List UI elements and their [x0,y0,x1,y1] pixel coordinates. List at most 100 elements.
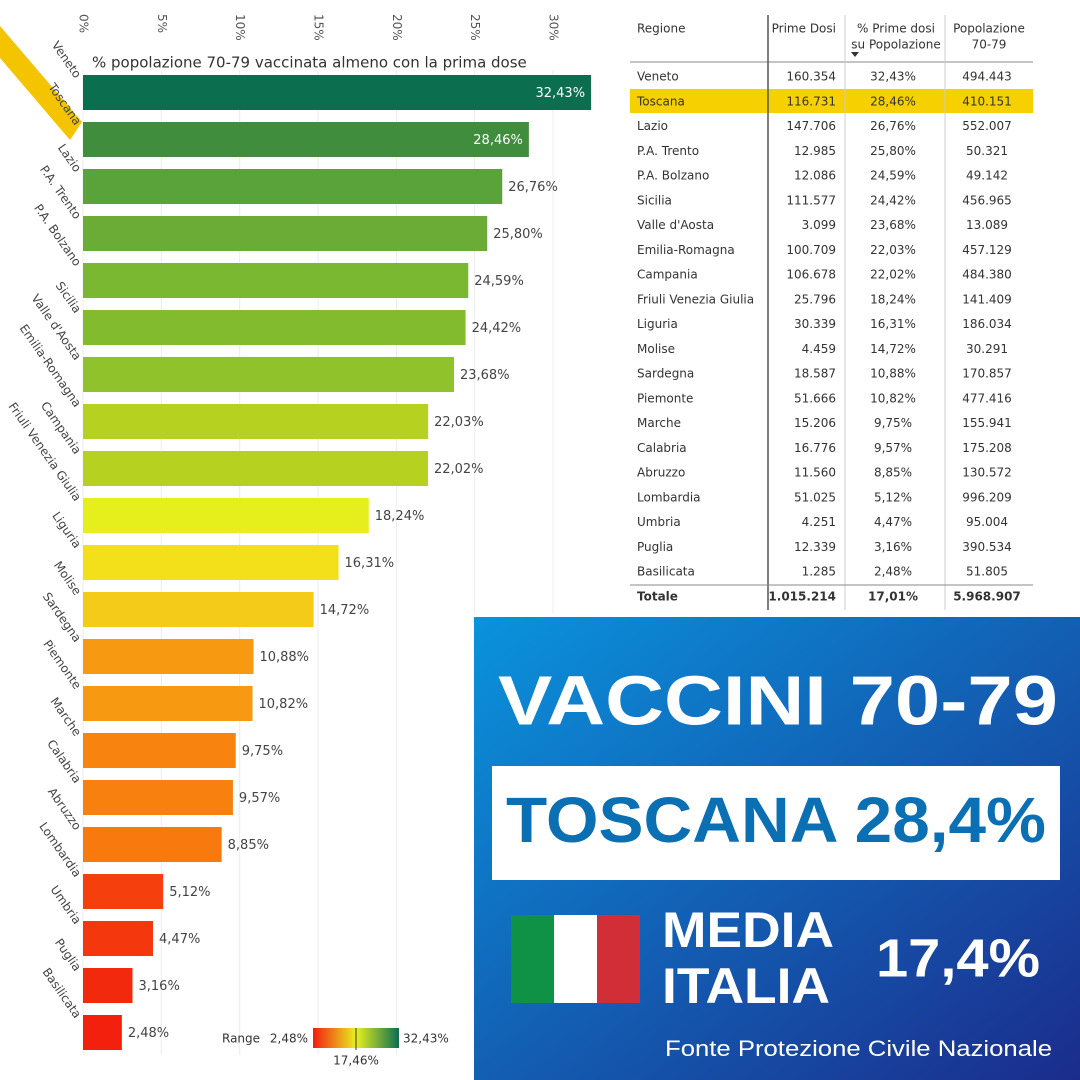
table-cell: Liguria [637,317,678,331]
table-cell: 51.666 [794,391,836,405]
table-cell: 10,88% [870,367,916,381]
legend-max: 32,43% [403,1032,449,1046]
table-cell: 14,72% [870,342,916,356]
value-label: 23,68% [460,368,510,383]
table-cell: Emilia-Romagna [637,243,735,257]
table-cell: 24,42% [870,193,916,207]
value-label: 4,47% [159,932,200,947]
column-header: Regione [637,22,685,36]
table-cell: 95.004 [966,515,1008,529]
bar [83,968,133,1003]
table-cell: 30.291 [966,342,1008,356]
value-label: 28,46% [473,133,523,148]
x-tick-label: 0% [77,14,91,33]
bar [83,310,466,345]
chart-title: % popolazione 70-79 vaccinata almeno con… [92,54,527,72]
table-cell: 106.678 [786,268,836,282]
table-cell: 22,02% [870,268,916,282]
value-label: 18,24% [375,509,425,524]
value-label: 3,16% [139,979,180,994]
table-cell: 51.805 [966,565,1008,579]
legend-title: Range [222,1032,260,1046]
average-label: ITALIA [662,958,830,1014]
flag-white [554,915,597,1003]
table-cell: 116.731 [786,94,836,108]
table-cell: 155.941 [962,416,1012,430]
table-cell: 50.321 [966,144,1008,158]
table-cell: 170.857 [962,367,1012,381]
table-cell: 410.151 [962,94,1012,108]
table-cell: 18,24% [870,292,916,306]
table-cell: 15.206 [794,416,836,430]
table-cell: Campania [637,268,698,282]
column-header: su Popolazione [851,38,940,52]
table-cell: 3.099 [802,218,836,232]
table-cell: Piemonte [637,391,693,405]
highlight-box [492,766,1060,880]
table-cell: 13.089 [966,218,1008,232]
bar [83,921,154,956]
value-label: 22,02% [434,462,484,477]
table-cell: Puglia [637,540,673,554]
total-cell: 5.968.907 [953,590,1021,604]
table-cell: Lazio [637,119,668,133]
bar [83,75,592,110]
table-cell: 11.560 [794,466,836,480]
flag-red [597,915,640,1003]
table-cell: 10,82% [870,391,916,405]
value-label: 25,80% [493,227,543,242]
table-cell: 5,12% [874,490,912,504]
table-cell: 24,59% [870,169,916,183]
legend: Range 2,48% 17,46% 32,43% [222,1028,449,1068]
x-tick-label: 5% [155,14,169,33]
value-label: 24,42% [472,321,522,336]
table-cell: P.A. Trento [637,144,699,158]
column-header: 70-79 [972,38,1007,52]
table-cell: 3,16% [874,540,912,554]
bar [83,1015,122,1050]
bar [83,169,503,204]
table-cell: 996.209 [962,490,1012,504]
value-label: 24,59% [474,274,524,289]
total-cell: Totale [637,590,678,604]
table-cell: Toscana [636,94,685,108]
table-cell: 23,68% [870,218,916,232]
x-tick-label: 10% [233,14,247,41]
total-cell: 1.015.214 [768,590,836,604]
column-header: Prime Dosi [772,22,836,36]
table-cell: 494.443 [962,70,1012,84]
table-cell: 12.985 [794,144,836,158]
table-cell: 22,03% [870,243,916,257]
legend-mid: 17,46% [333,1054,379,1068]
table-cell: 477.416 [962,391,1012,405]
value-label: 10,82% [259,697,309,712]
bar [83,216,488,251]
table-cell: 12.086 [794,169,836,183]
bar [83,686,253,721]
table-cell: 9,57% [874,441,912,455]
table-cell: 484.380 [962,268,1012,282]
column-header: Popolazione [953,22,1025,36]
table-cell: 4,47% [874,515,912,529]
highlight-text: TOSCANA 28,4% [506,784,1046,856]
x-tick-label: 25% [468,14,482,41]
value-label: 9,75% [242,744,283,759]
x-tick-label: 20% [390,14,404,41]
average-value: 17,4% [876,928,1040,988]
value-label: 2,48% [128,1026,169,1041]
table-cell: 16.776 [794,441,836,455]
bar [83,122,529,157]
value-label: 32,43% [535,86,585,101]
column-header: % Prime dosi [857,22,935,36]
bar [83,357,454,392]
bar [83,545,339,580]
table-cell: Friuli Venezia Giulia [637,292,754,306]
bar [83,498,369,533]
bar [83,639,254,674]
value-label: 10,88% [259,650,309,665]
table-cell: 111.577 [786,193,836,207]
total-cell: 17,01% [868,590,918,604]
x-tick-label: 15% [312,14,326,41]
table-cell: Calabria [637,441,687,455]
